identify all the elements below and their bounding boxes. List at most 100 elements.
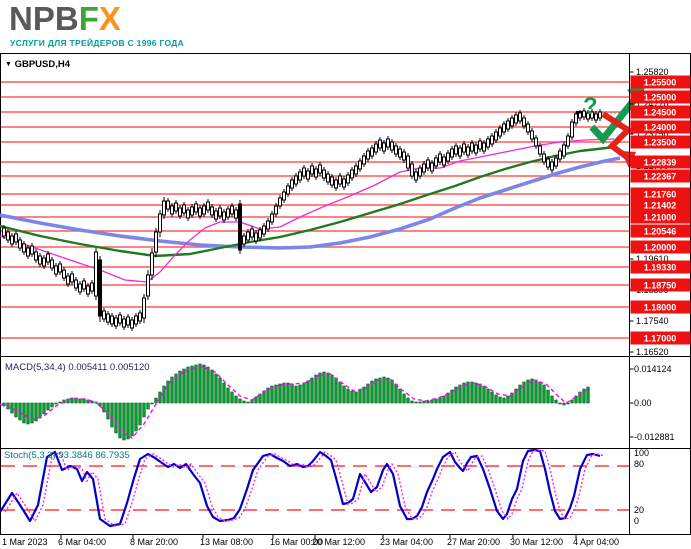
price-flag xyxy=(630,240,691,254)
time-axis-label: 8 Mar 20:00 xyxy=(130,537,178,547)
logo-text-f: F xyxy=(78,0,99,37)
time-axis-label: 13 Mar 08:00 xyxy=(200,537,253,547)
macd-histogram-bar xyxy=(526,379,530,404)
macd-histogram-bar xyxy=(354,391,358,404)
macd-histogram-bar xyxy=(122,402,126,441)
ma-fast-magenta xyxy=(0,138,615,283)
macd-histogram-bar xyxy=(158,391,162,404)
candle-body xyxy=(114,317,118,327)
logo-text-npb: NPB xyxy=(9,0,79,37)
price-flag-label: 1.25500 xyxy=(644,78,677,88)
macd-histogram-bar xyxy=(26,402,30,425)
macd-histogram-bar xyxy=(282,382,286,404)
candle-body xyxy=(66,275,70,285)
candle-body xyxy=(578,112,582,119)
price-flag xyxy=(630,224,691,238)
candle-body xyxy=(162,200,166,216)
macd-histogram-bar xyxy=(178,370,182,404)
macd-histogram-bar xyxy=(414,401,418,404)
macd-histogram-bar xyxy=(498,396,502,404)
candle-body xyxy=(158,213,162,233)
macd-histogram-bar xyxy=(586,386,590,404)
candle-body xyxy=(218,207,222,217)
candle-body xyxy=(198,207,202,217)
macd-histogram-bar xyxy=(46,402,50,411)
candle-body xyxy=(354,165,358,175)
macd-histogram-bar xyxy=(338,381,342,404)
price-flag-label: 1.24000 xyxy=(644,123,677,133)
candle-body xyxy=(230,205,234,215)
macd-histogram-bar xyxy=(306,380,310,404)
candle-body xyxy=(434,157,438,167)
macd-histogram-bar xyxy=(582,388,586,404)
candle-body xyxy=(30,245,34,255)
candle-body xyxy=(478,140,482,150)
candle-body xyxy=(190,206,194,216)
candle-body xyxy=(398,148,402,158)
candle-body xyxy=(46,253,50,263)
macd-histogram-bar xyxy=(294,385,298,404)
candle-body xyxy=(318,164,322,174)
candle-body xyxy=(446,152,450,162)
candle-body xyxy=(582,110,586,118)
candle-body xyxy=(506,120,510,130)
candle-body xyxy=(394,145,398,155)
candle-body xyxy=(546,158,550,168)
forecast-up-arrow xyxy=(589,92,641,145)
macd-histogram-bar xyxy=(30,402,34,424)
macd-histogram-bar xyxy=(90,400,94,404)
candle-body xyxy=(202,205,206,215)
macd-histogram-bar xyxy=(358,389,362,404)
price-flag xyxy=(630,105,691,119)
candle-body xyxy=(34,251,38,261)
price-flag-label: 1.20000 xyxy=(644,243,677,253)
macd-histogram-bar xyxy=(494,394,498,404)
candle-body xyxy=(486,138,490,148)
macd-histogram-bar xyxy=(206,366,210,404)
macd-histogram-bar xyxy=(222,382,226,404)
candle-body xyxy=(50,259,54,269)
stoch-axis-label: 100 xyxy=(634,448,649,458)
candle-body xyxy=(302,167,306,177)
macd-histogram-bar xyxy=(570,399,574,404)
price-flag xyxy=(630,120,691,134)
candle-body xyxy=(118,314,122,324)
macd-histogram-bar xyxy=(578,391,582,404)
macd-histogram-bar xyxy=(370,380,374,404)
candle-body xyxy=(94,251,98,297)
candle-body xyxy=(154,231,158,253)
macd-histogram-bar xyxy=(198,363,202,404)
candle-body xyxy=(210,206,214,216)
price-flag-label: 1.18750 xyxy=(644,281,677,291)
macd-histogram-bar xyxy=(382,376,386,404)
macd-histogram-bar xyxy=(442,395,446,404)
macd-axis-label: 0.00 xyxy=(634,398,652,408)
macd-histogram-bar xyxy=(462,382,466,404)
macd-histogram-bar xyxy=(230,391,234,404)
candle-body xyxy=(454,145,458,155)
price-flag-label: 1.21402 xyxy=(644,201,677,211)
candle-body xyxy=(78,283,82,293)
macd-histogram-bar xyxy=(274,384,278,404)
macd-histogram-bar xyxy=(518,384,522,404)
symbol-label[interactable]: ▼ GBPUSD,H4 xyxy=(5,59,70,70)
price-axis-label: 1.23750 xyxy=(636,129,669,139)
price-flag xyxy=(630,300,691,314)
candle-body xyxy=(510,117,514,127)
candle-body xyxy=(194,203,198,213)
stoch-k-line xyxy=(0,448,601,528)
time-axis-label: 4 Apr 04:00 xyxy=(573,537,619,547)
candle-body xyxy=(126,316,130,326)
macd-histogram-bar xyxy=(446,392,450,404)
price-flag-label: 1.25000 xyxy=(644,93,677,103)
candle-body xyxy=(370,147,374,157)
macd-histogram-bar xyxy=(218,377,222,404)
candle-body xyxy=(554,157,558,167)
macd-histogram-bar xyxy=(574,395,578,404)
macd-histogram-bar xyxy=(374,378,378,404)
chevron-down-icon[interactable]: ▼ xyxy=(5,61,12,68)
candle-body xyxy=(166,200,170,210)
macd-axis-label: 0.014124 xyxy=(634,364,672,374)
price-axis-label: 1.19610 xyxy=(636,254,669,264)
candle-body xyxy=(290,179,294,189)
